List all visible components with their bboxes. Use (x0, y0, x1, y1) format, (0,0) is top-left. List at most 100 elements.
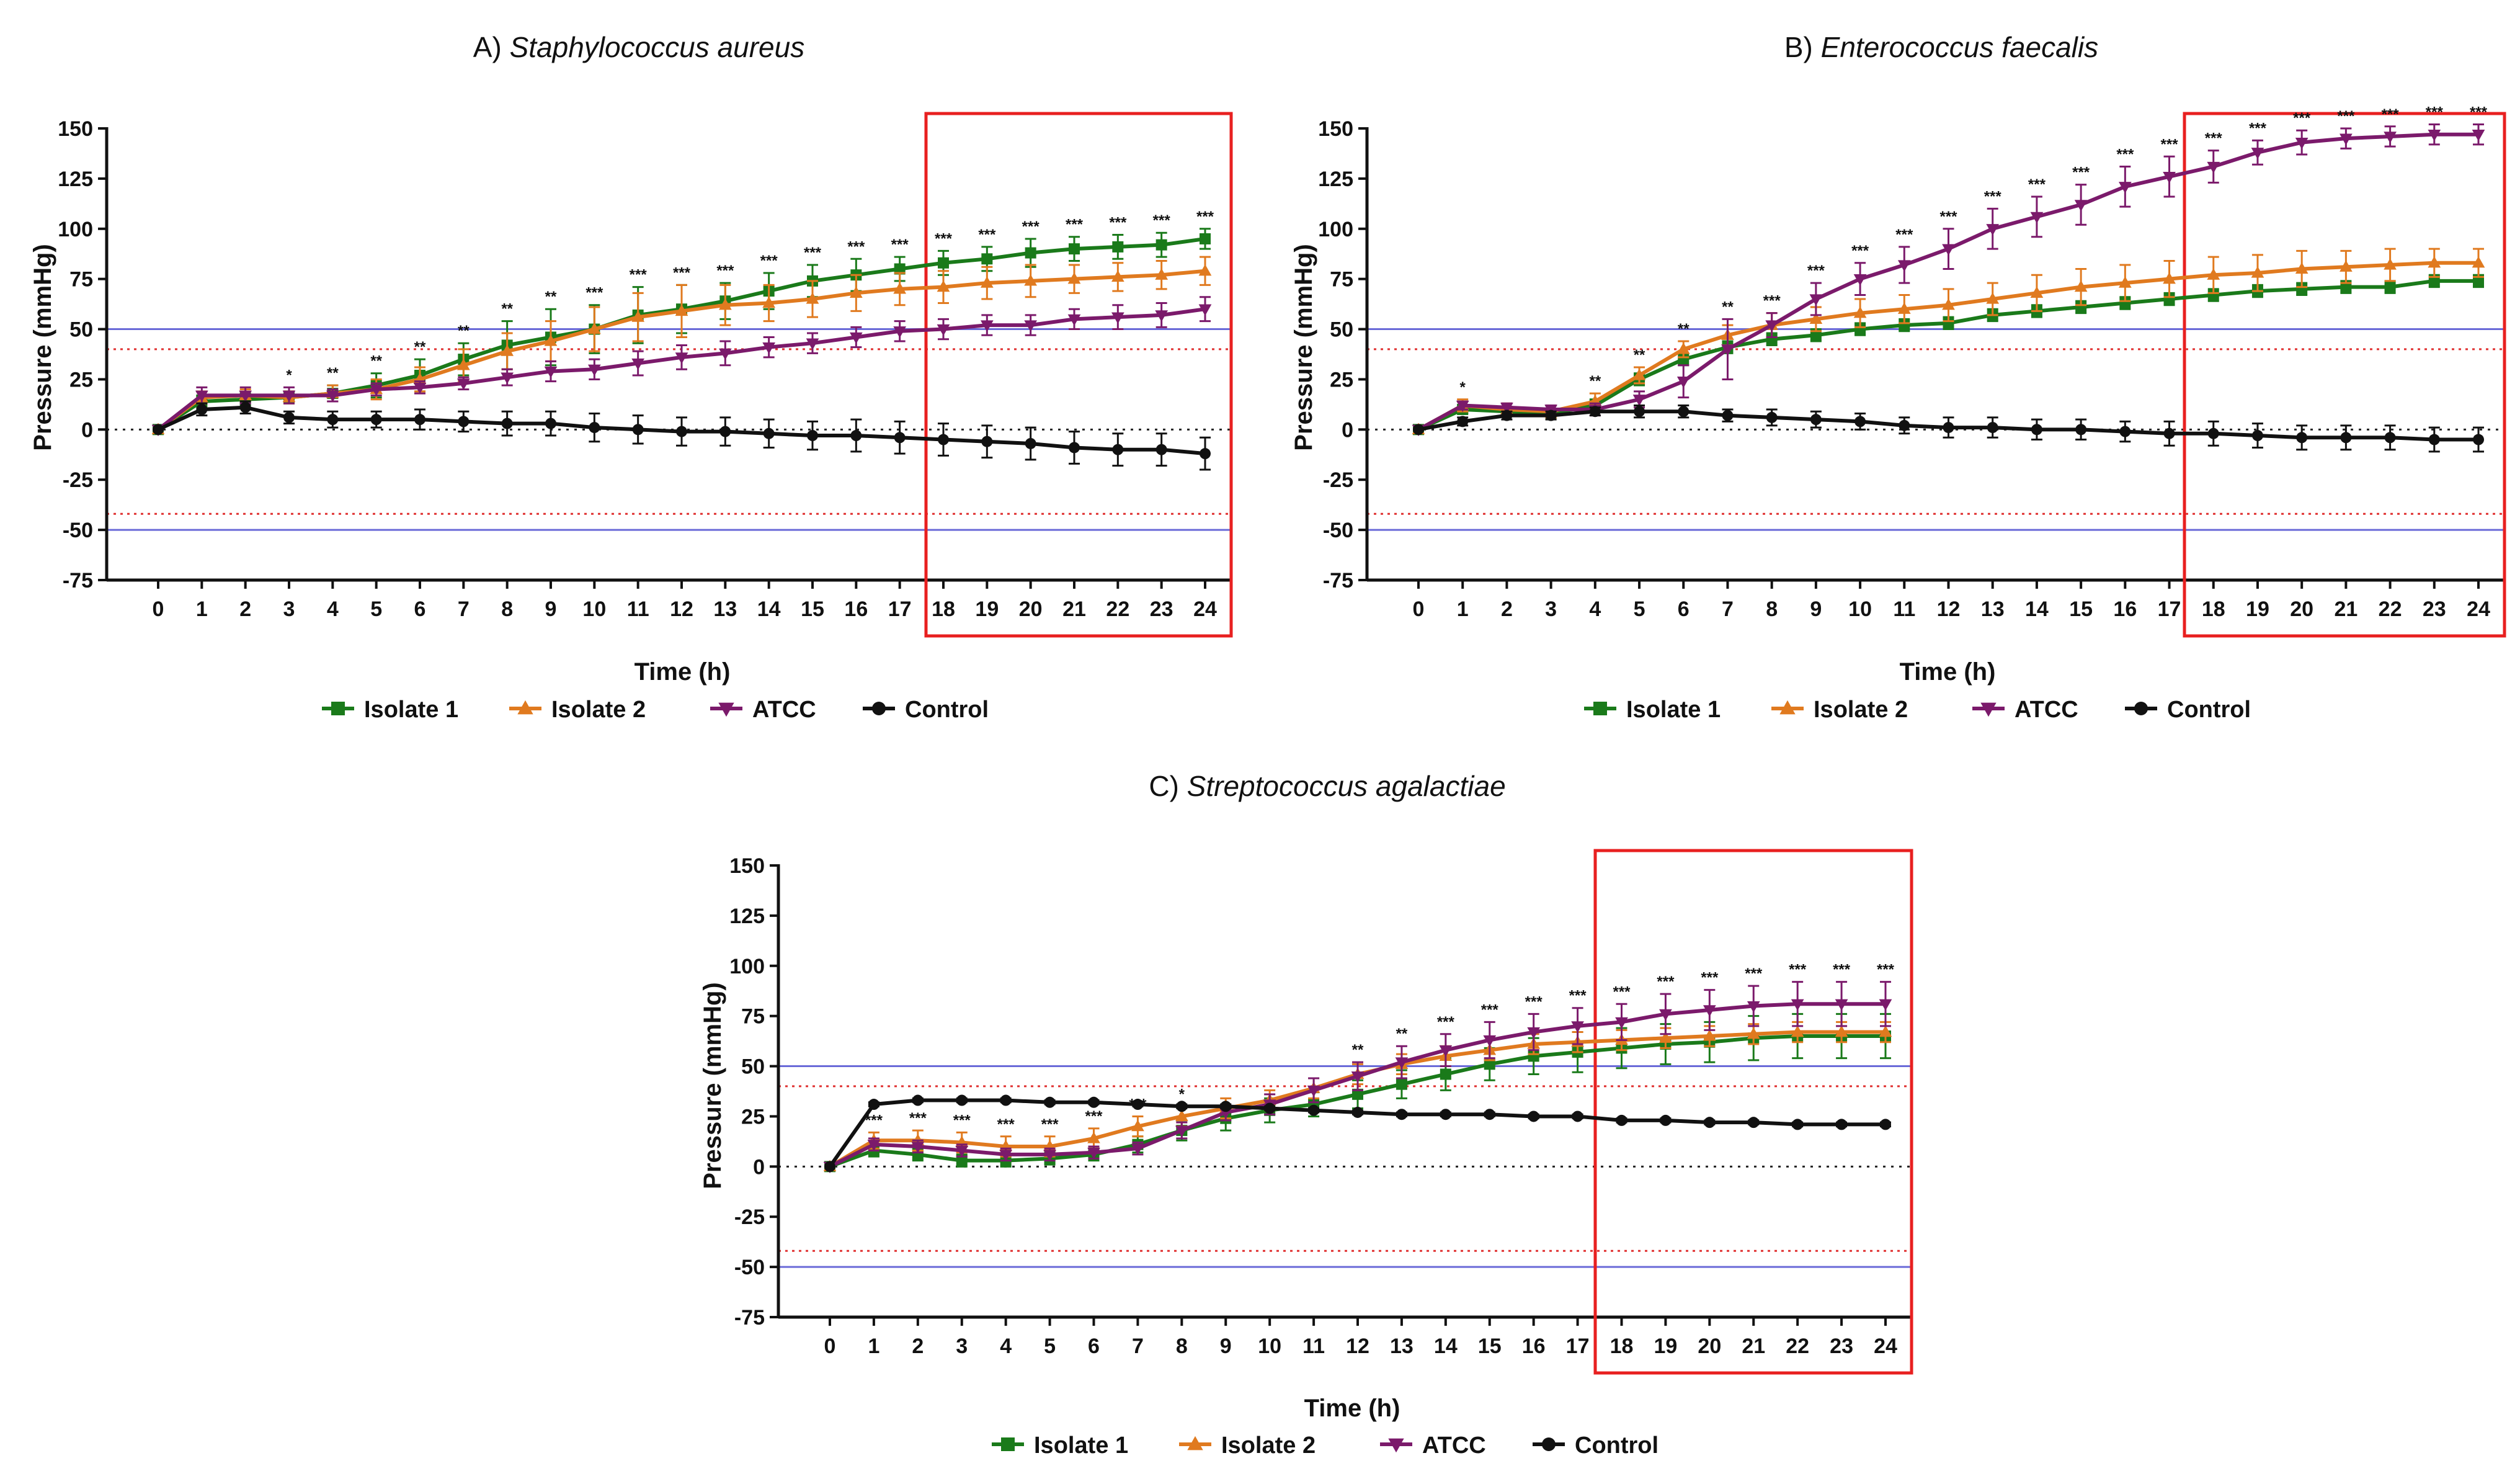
data-point (239, 390, 252, 403)
panel-c-x-tick-label: 7 (1132, 1334, 1144, 1358)
panel-b-series-atcc (1412, 123, 2485, 437)
data-point (762, 342, 776, 354)
data-point (806, 338, 819, 351)
data-point (850, 430, 862, 442)
panel-b-x-tick-label: 22 (2379, 597, 2402, 621)
panel-a-significance-label: ** (458, 323, 470, 339)
data-point (1025, 437, 1036, 449)
panel-b-significance-label: ** (1634, 347, 1645, 364)
data-point (2163, 427, 2175, 439)
legend-item-isolate-2: Isolate 2 (1179, 1433, 1316, 1459)
panel-c-x-tick-label: 2 (912, 1334, 924, 1358)
panel-c-x-tick-label: 6 (1088, 1334, 1100, 1358)
data-point (456, 378, 470, 390)
data-point (1396, 1078, 1407, 1090)
panel-a-significance-label: *** (716, 262, 734, 279)
legend-label: Isolate 1 (1626, 697, 1721, 723)
data-point (1044, 1096, 1056, 1108)
data-point (2296, 432, 2308, 444)
data-point (1025, 247, 1036, 259)
data-point (2251, 266, 2264, 278)
data-point (1527, 1027, 1541, 1039)
data-point (894, 432, 906, 444)
data-point (1067, 272, 1081, 284)
panel-c-x-tick-label: 3 (956, 1334, 968, 1358)
data-point (1484, 1058, 1495, 1070)
panel-c-y-tick-label: -25 (734, 1205, 765, 1229)
panel-a-x-tick-label: 4 (327, 597, 339, 621)
data-point (762, 296, 776, 308)
panel-c-significance-label: ** (1396, 1026, 1408, 1042)
panel-a-highlight-box (924, 112, 1233, 638)
data-point (981, 436, 993, 447)
panel-c-x-tick-label: 5 (1044, 1334, 1056, 1358)
data-point (849, 286, 863, 298)
data-point (1087, 1132, 1100, 1143)
panel-b-y-tick-label: 125 (1318, 168, 1353, 191)
data-point (196, 403, 208, 415)
panel-c-significance-label: *** (1833, 962, 1851, 978)
data-point (1835, 1025, 1848, 1037)
panel-c-x-tick-label: 17 (1566, 1334, 1590, 1358)
panel-c-significance-label: *** (909, 1110, 927, 1127)
panel-c-y-tick-label: 25 (741, 1105, 765, 1129)
data-point (2295, 137, 2309, 150)
data-point (1155, 310, 1169, 322)
data-point (1024, 274, 1038, 286)
data-point (807, 430, 818, 442)
panel-a-significance-label: ** (370, 353, 382, 370)
panel-c-x-tick-label: 0 (824, 1334, 836, 1358)
data-point (1853, 306, 1867, 318)
data-point (2118, 182, 2132, 194)
data-point (1986, 292, 2000, 304)
data-point (2163, 272, 2176, 284)
panel-a-series-control (153, 400, 1211, 471)
panel-a-x-tick-label: 10 (582, 597, 606, 621)
data-point (1897, 260, 1911, 272)
data-point (458, 416, 470, 427)
panel-b-y-tick-label: -50 (1323, 519, 1353, 542)
data-point (1880, 1119, 1891, 1130)
panel-c-x-tick-label: 22 (1786, 1334, 1809, 1358)
panel-a-x-tick-label: 9 (545, 597, 557, 621)
panel-a-x-tick-label: 8 (501, 597, 513, 621)
data-point (1703, 1005, 1716, 1017)
legend-marker (1593, 702, 1607, 715)
panel-a-legend: Isolate 1 Isolate 2 ATCC Control (322, 697, 989, 723)
data-point (1155, 268, 1169, 280)
data-point (1879, 1025, 1892, 1037)
legend-label: ATCC (2015, 697, 2078, 723)
legend-item-atcc: ATCC (710, 697, 816, 723)
panel-c-y-tick-label: 50 (741, 1055, 765, 1079)
data-point (1943, 422, 1954, 434)
data-point (718, 298, 732, 310)
panel-a-x-tick-label: 16 (844, 597, 868, 621)
panel-b-x-tick-label: 19 (2246, 597, 2269, 621)
data-point (1632, 369, 1646, 380)
panel-c-x-tick-label: 15 (1478, 1334, 1502, 1358)
data-point (2472, 130, 2485, 141)
data-point (1043, 1150, 1056, 1161)
panel-b-x-tick-label: 9 (1810, 597, 1822, 621)
data-point (1659, 1009, 1672, 1021)
panel-b-x-tick-label: 11 (1893, 597, 1915, 621)
legend-label: Control (905, 697, 989, 723)
data-point (2074, 200, 2088, 212)
data-point (981, 253, 993, 265)
panel-b-x-tick-label: 15 (2069, 597, 2093, 621)
panel-a-y-tick-label: 125 (58, 168, 93, 191)
data-point (912, 1094, 924, 1106)
panel-c-significance-label: *** (1525, 993, 1543, 1010)
panel-a-y-tick-label: 150 (58, 117, 93, 141)
panel-b-x-tick-label: 12 (1937, 597, 1961, 621)
data-point (1747, 1001, 1760, 1013)
data-point (1809, 294, 1823, 306)
data-point (1308, 1104, 1320, 1116)
panel-c-x-tick-label: 12 (1346, 1334, 1369, 1358)
panel-a-significance-label: *** (847, 238, 865, 255)
panel-b-x-tick-label: 5 (1634, 597, 1645, 621)
data-point (1676, 377, 1690, 388)
panel-c-significance-label: *** (1041, 1116, 1059, 1133)
panel-a-x-tick-label: 2 (239, 597, 251, 621)
panel-a-x-tick-label: 7 (458, 597, 470, 621)
